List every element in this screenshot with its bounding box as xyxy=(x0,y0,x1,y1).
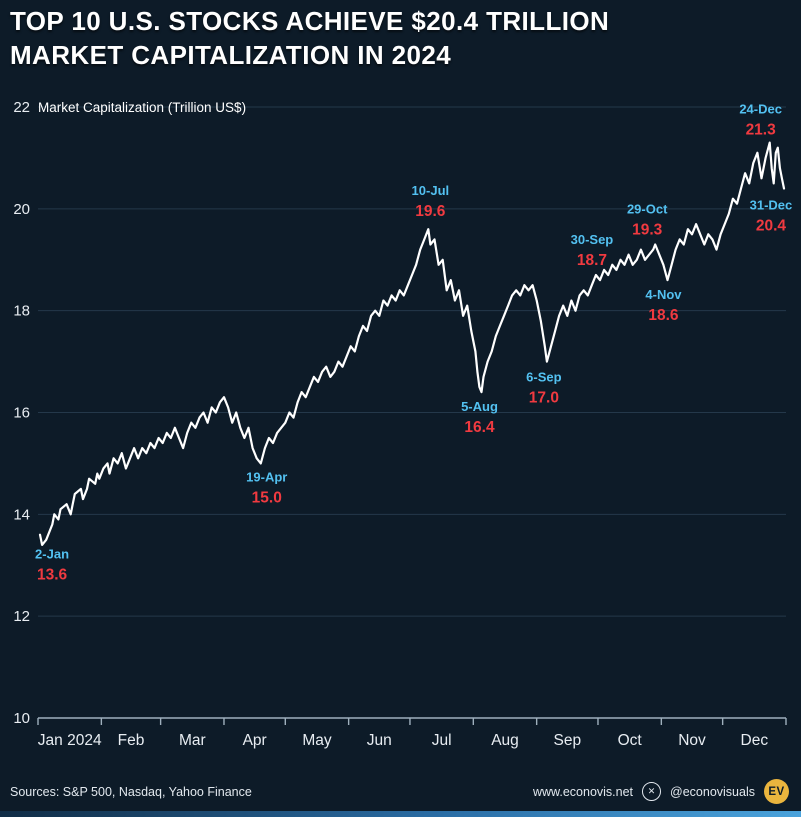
x-month-label: Oct xyxy=(618,732,643,749)
footer: Sources: S&P 500, Nasdaq, Yahoo Finance … xyxy=(10,779,789,804)
x-month-label: Dec xyxy=(741,732,769,749)
annotation-value: 20.4 xyxy=(756,217,787,234)
annotation-date: 31-Dec xyxy=(750,197,793,212)
annotation-date: 6-Sep xyxy=(526,370,561,385)
website-link[interactable]: www.econovis.net xyxy=(532,784,634,799)
x-month-label: May xyxy=(302,732,332,749)
annotation-value: 15.0 xyxy=(252,489,282,506)
social-handle[interactable]: @econovisuals xyxy=(670,784,755,799)
y-tick-label: 10 xyxy=(13,710,30,727)
annotation-date: 4-Nov xyxy=(645,287,682,302)
annotation-date: 30-Sep xyxy=(571,232,614,247)
annotation-value: 13.6 xyxy=(37,567,68,584)
annotation-date: 29-Oct xyxy=(627,201,668,216)
annotation-date: 2-Jan xyxy=(35,547,69,562)
y-tick-label: 14 xyxy=(13,506,30,523)
x-month-label: Apr xyxy=(243,732,267,749)
y-tick-label: 22 xyxy=(13,99,30,116)
annotation-value: 17.0 xyxy=(529,390,559,407)
x-month-label: Nov xyxy=(678,732,706,749)
x-month-label: Aug xyxy=(491,732,519,749)
market-cap-line-chart: 10 12 14 16 18 20 22 Jan 2024 Feb Mar Apr May Jun Jul… xyxy=(13,99,793,749)
y-tick-label: 16 xyxy=(13,405,30,422)
y-tick-label: 12 xyxy=(13,608,30,625)
annotation-value: 19.3 xyxy=(632,221,663,238)
y-tick-label: 18 xyxy=(13,303,30,320)
econovis-logo: EV xyxy=(764,779,789,804)
annotation-value: 18.6 xyxy=(648,307,679,324)
x-social-icon[interactable]: ✕ xyxy=(642,782,662,801)
annotation-value: 18.7 xyxy=(577,252,607,269)
y-tick-label: 20 xyxy=(13,201,30,218)
title-line-2: MARKET CAPITALIZATION IN 2024 xyxy=(10,40,452,71)
annotation-date: 19-Apr xyxy=(246,469,287,484)
x-month-label: Sep xyxy=(554,732,582,749)
annotation-date: 10-Jul xyxy=(412,183,450,198)
header: TOP 10 U.S. STOCKS ACHIEVE $20.4 TRILLIO… xyxy=(10,4,791,73)
footer-right: www.econovis.net ✕ @econovisuals EV xyxy=(533,779,789,804)
axis-caption: Market Capitalization (Trillion US$) xyxy=(38,100,246,115)
x-month-label: Mar xyxy=(179,732,206,749)
annotation-date: 24-Dec xyxy=(739,102,782,117)
x-month-label: Jun xyxy=(367,732,392,749)
title-line-1: TOP 10 U.S. STOCKS ACHIEVE $20.4 TRILLIO… xyxy=(10,6,610,36)
bottom-accent-strip xyxy=(0,811,801,817)
series-line xyxy=(38,141,786,547)
sources-text: Sources: S&P 500, Nasdaq, Yahoo Finance xyxy=(10,784,252,799)
annotation-value: 21.3 xyxy=(746,122,777,139)
annotation-date: 5-Aug xyxy=(461,399,498,414)
x-month-label: Jan 2024 xyxy=(38,732,102,749)
annotation-value: 19.6 xyxy=(415,203,446,220)
x-month-label: Jul xyxy=(432,732,452,749)
annotation-value: 16.4 xyxy=(464,419,495,436)
chart-title: TOP 10 U.S. STOCKS ACHIEVE $20.4 TRILLIO… xyxy=(10,4,791,73)
x-month-label: Feb xyxy=(118,732,145,749)
